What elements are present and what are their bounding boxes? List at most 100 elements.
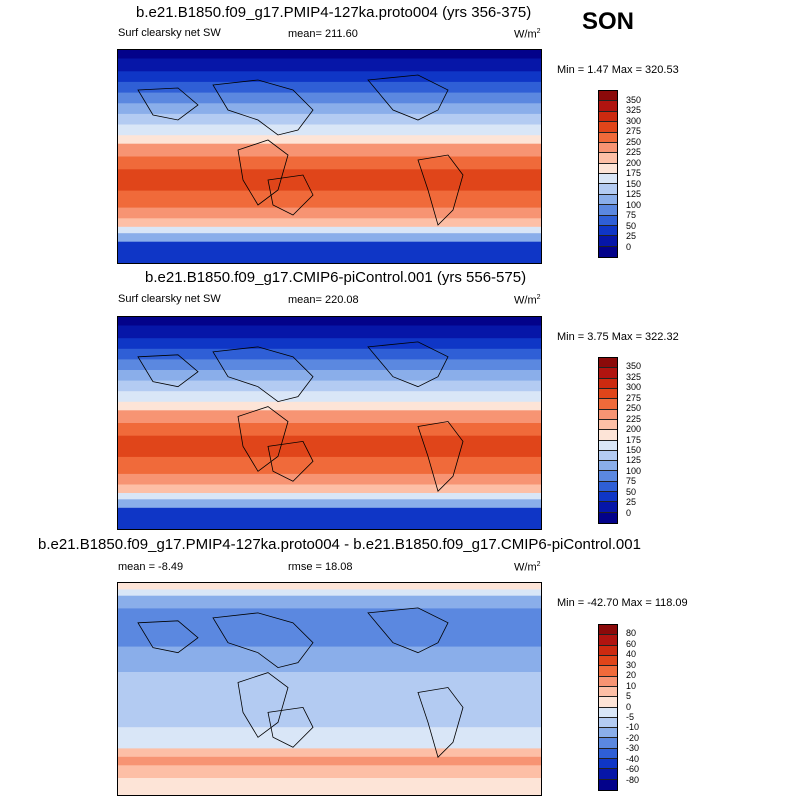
colorbar-tick-label: 80 bbox=[626, 628, 637, 639]
colorbar-tick-label: 300 bbox=[626, 115, 642, 126]
coastline bbox=[267, 440, 314, 482]
colorbar-tick-label: -40 bbox=[626, 753, 640, 764]
colorbar-swatch bbox=[599, 779, 617, 790]
colorbar-swatch bbox=[599, 635, 617, 646]
colorbar-swatch bbox=[599, 666, 617, 677]
field-band bbox=[118, 699, 541, 728]
field-band bbox=[118, 348, 541, 360]
panel1-map-svg bbox=[118, 50, 541, 263]
panel1-title: b.e21.B1850.f09_g17.PMIP4-127ka.proto004… bbox=[136, 4, 532, 21]
field-band bbox=[118, 727, 541, 749]
field-band bbox=[118, 207, 541, 219]
field-band bbox=[118, 589, 541, 597]
panel2-map bbox=[117, 316, 542, 530]
field-band bbox=[118, 748, 541, 758]
coastline bbox=[367, 74, 449, 121]
panel3-units: W/m2 bbox=[514, 561, 541, 574]
colorbar-swatch bbox=[599, 225, 617, 237]
colorbar-swatch bbox=[599, 91, 617, 102]
field-band bbox=[118, 50, 541, 60]
colorbar-tick-label: 175 bbox=[626, 168, 642, 178]
field-band bbox=[118, 169, 541, 192]
field-band bbox=[118, 113, 541, 126]
field-band bbox=[118, 493, 541, 500]
colorbar-swatch bbox=[599, 399, 617, 410]
field-band bbox=[118, 92, 541, 104]
colorbar-swatch bbox=[599, 450, 617, 462]
field-band bbox=[118, 135, 541, 145]
coastline bbox=[367, 607, 449, 654]
colorbar-tick-label: 150 bbox=[626, 178, 642, 189]
field-band bbox=[118, 156, 541, 170]
colorbar-swatch bbox=[599, 101, 617, 112]
colorbar-tick-label: 40 bbox=[626, 649, 637, 660]
field-band bbox=[118, 410, 541, 424]
colorbar-swatch bbox=[599, 205, 617, 216]
colorbar-swatch bbox=[599, 174, 617, 185]
coastline bbox=[267, 706, 314, 748]
colorbar-tick-label: 325 bbox=[626, 105, 642, 115]
field-band bbox=[118, 473, 541, 486]
colorbar-swatch bbox=[599, 697, 617, 708]
colorbar-swatch bbox=[599, 194, 617, 206]
field-band bbox=[118, 423, 541, 437]
field-band bbox=[118, 765, 541, 779]
colorbar-swatch bbox=[599, 717, 617, 729]
coastline bbox=[212, 79, 314, 136]
colorbar-tick-label: 25 bbox=[626, 497, 637, 508]
colorbar-swatch bbox=[599, 481, 617, 493]
panel2-minmax: Min = 3.75 Max = 322.32 bbox=[557, 331, 679, 343]
colorbar-tick-label: 100 bbox=[626, 199, 642, 210]
colorbar-tick-label: 75 bbox=[626, 476, 637, 487]
colorbar-tick-label: 175 bbox=[626, 434, 642, 445]
colorbar-swatch bbox=[599, 748, 617, 760]
colorbar-tick-label: 250 bbox=[626, 136, 642, 147]
colorbar-tick-label: 350 bbox=[626, 94, 642, 105]
field-band bbox=[118, 499, 541, 509]
colorbar-swatch bbox=[599, 655, 617, 667]
colorbar-tick-label: 325 bbox=[626, 371, 642, 382]
coastline bbox=[237, 672, 289, 738]
coastline bbox=[367, 341, 449, 388]
field-band bbox=[118, 81, 541, 94]
colorbar-swatch bbox=[599, 419, 617, 431]
field-band bbox=[118, 233, 541, 243]
coastline bbox=[417, 421, 464, 492]
colorbar-tick-label: 5 bbox=[626, 691, 632, 702]
season-label: SON bbox=[582, 8, 635, 35]
coastline bbox=[212, 346, 314, 403]
colorbar-tick-label: 300 bbox=[626, 382, 642, 393]
colorbar-tick-label: 250 bbox=[626, 403, 642, 414]
colorbar-tick-label: 60 bbox=[626, 638, 637, 649]
colorbar-tick-label: 50 bbox=[626, 486, 637, 497]
coastline bbox=[137, 620, 199, 654]
colorbar-tick-label: 20 bbox=[626, 670, 637, 681]
field-band bbox=[118, 71, 541, 83]
panel3-colorbar bbox=[598, 624, 618, 791]
colorbar-swatch bbox=[599, 471, 617, 482]
colorbar-tick-label: -80 bbox=[626, 774, 640, 785]
colorbar-tick-label: 75 bbox=[626, 210, 637, 220]
colorbar-swatch bbox=[599, 769, 617, 780]
colorbar-tick-label: 150 bbox=[626, 444, 642, 455]
field-band bbox=[118, 103, 541, 115]
colorbar-tick-label: 10 bbox=[626, 680, 637, 691]
colorbar-tick-label: -5 bbox=[626, 711, 635, 722]
colorbar-tick-label: 100 bbox=[626, 465, 642, 476]
colorbar-tick-label: 0 bbox=[626, 507, 632, 518]
colorbar-swatch bbox=[599, 707, 617, 718]
colorbar-tick-label: 200 bbox=[626, 157, 642, 168]
field-band bbox=[118, 380, 541, 392]
colorbar-swatch bbox=[599, 184, 617, 195]
field-band bbox=[118, 143, 541, 158]
colorbar-swatch bbox=[599, 236, 617, 247]
colorbar-swatch bbox=[599, 153, 617, 164]
panel3-map-svg bbox=[118, 583, 541, 795]
colorbar-swatch bbox=[599, 132, 617, 143]
field-band bbox=[118, 325, 541, 339]
colorbar-swatch bbox=[599, 378, 617, 389]
colorbar-swatch bbox=[599, 492, 617, 503]
field-band bbox=[118, 338, 541, 350]
field-band bbox=[118, 435, 541, 458]
panel1-mean-label: mean= 211.60 bbox=[288, 28, 358, 40]
